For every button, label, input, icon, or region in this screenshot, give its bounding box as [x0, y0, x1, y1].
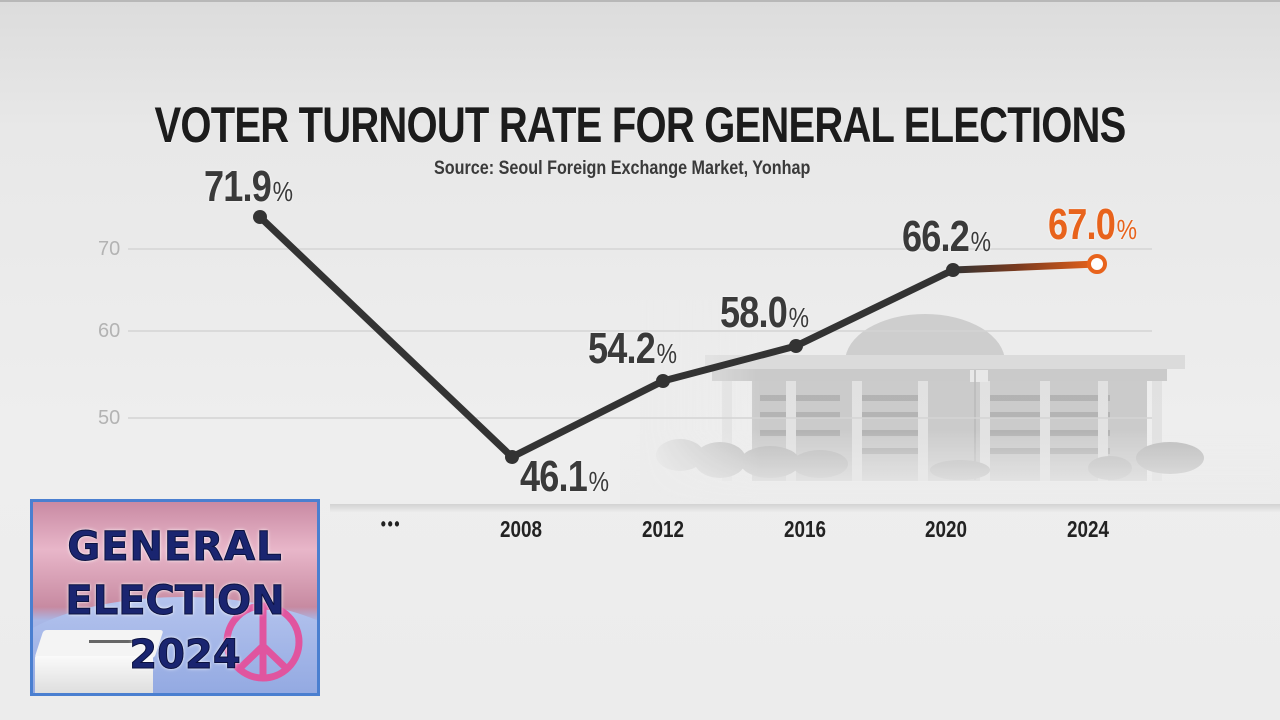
- chart-source: Source: Seoul Foreign Exchange Market, Y…: [434, 158, 811, 179]
- general-election-badge: GENERAL ELECTION 2024: [30, 499, 320, 696]
- x-tick-2012: 2012: [642, 516, 684, 542]
- data-label-66-2: 66.2%: [902, 212, 992, 261]
- badge-line-general: GENERAL: [67, 524, 283, 571]
- badge-line-year: 2024: [129, 632, 241, 679]
- data-label-71-9: 71.9%: [204, 162, 294, 211]
- ballot-box-front: [35, 656, 153, 693]
- top-edge: [0, 0, 1280, 2]
- x-tick-2016: 2016: [784, 516, 826, 542]
- x-tick-2024: 2024: [1067, 516, 1109, 542]
- data-label-54-2: 54.2%: [588, 324, 678, 373]
- assembly-building-image: [620, 300, 1280, 505]
- peace-check-icon: [223, 602, 303, 682]
- turnout-line: [253, 210, 1107, 464]
- chart-title: VOTER TURNOUT RATE FOR GENERAL ELECTIONS: [154, 97, 1127, 153]
- x-tick-2008: 2008: [500, 516, 542, 542]
- highlight-point: [1087, 254, 1107, 274]
- y-tick-60: 60: [98, 320, 121, 342]
- badge-line-election: ELECTION: [65, 578, 285, 625]
- data-label-58-0: 58.0%: [720, 288, 810, 337]
- x-axis-strip: [330, 504, 1280, 512]
- x-tick-ellipsis: •••: [380, 514, 402, 534]
- ballot-slot: [89, 640, 139, 643]
- x-tick-2020: 2020: [925, 516, 967, 542]
- data-label-46-1: 46.1%: [520, 452, 610, 501]
- y-tick-50: 50: [98, 407, 121, 429]
- y-tick-70: 70: [98, 238, 121, 260]
- data-label-67-0: 67.0%: [1048, 200, 1138, 249]
